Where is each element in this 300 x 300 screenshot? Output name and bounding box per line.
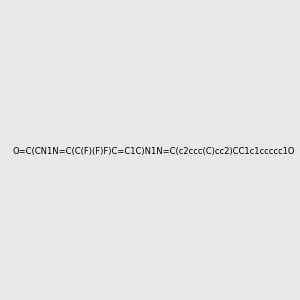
Text: O=C(CN1N=C(C(F)(F)F)C=C1C)N1N=C(c2ccc(C)cc2)CC1c1ccccc1O: O=C(CN1N=C(C(F)(F)F)C=C1C)N1N=C(c2ccc(C)… [13, 147, 295, 156]
